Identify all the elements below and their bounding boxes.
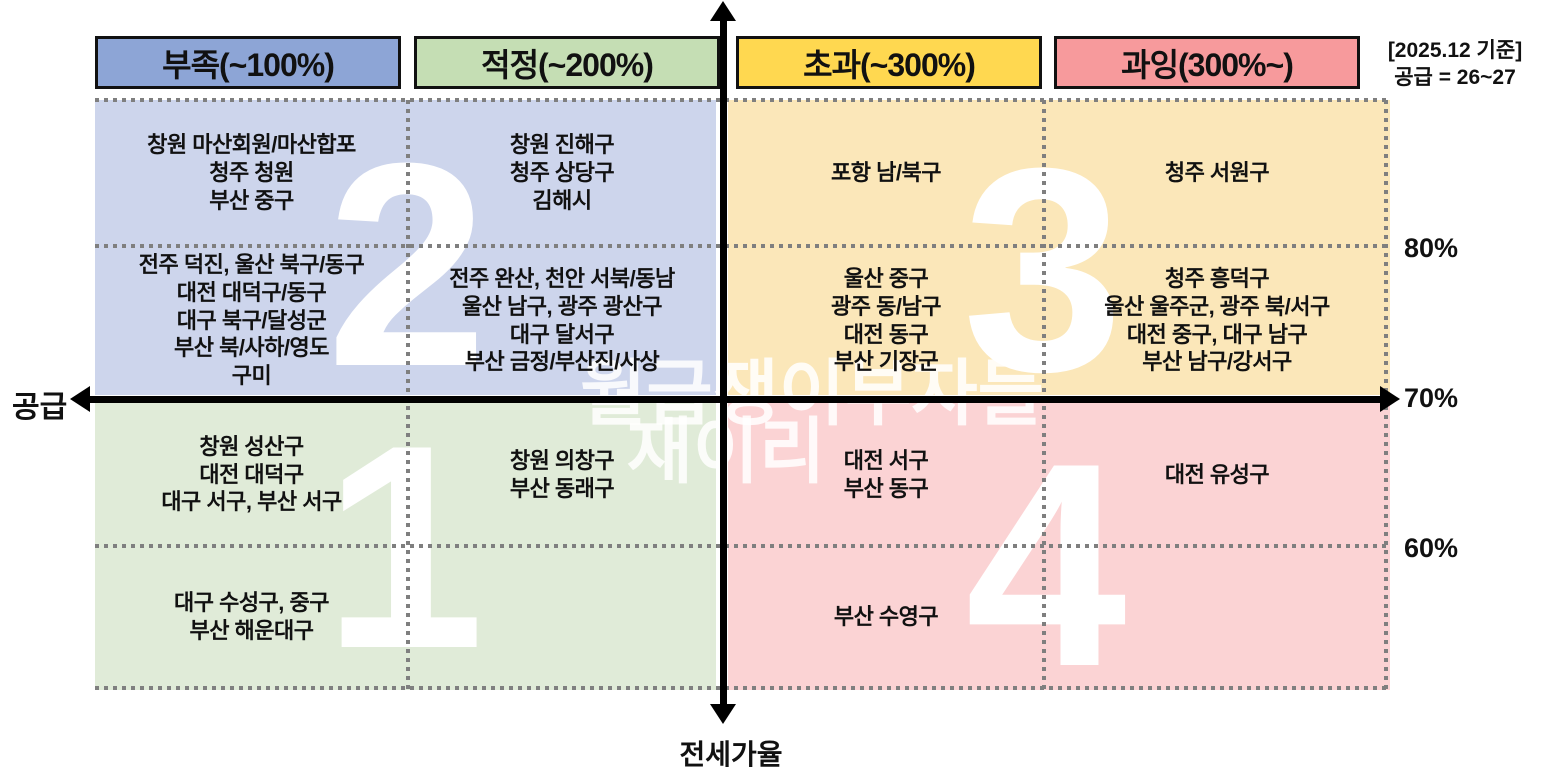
cell-r1c2: 창원 진해구 청주 상당구 김해시 [509,132,615,213]
tick-80-percent: 80% [1404,233,1459,263]
cell-r3c1: 창원 성산구 대전 대덕구 대구 서구, 부산 서구 [161,433,342,515]
cell-r4c1: 대구 수성구, 중구 부산 해운대구 [173,590,330,643]
header-oversupply: 과잉(300%~) [1054,36,1360,89]
supply-axis-line [88,396,1382,403]
axis-arrow-up-icon [710,1,736,21]
cell-r3c3: 대전 서구 부산 동구 [843,447,929,501]
cell-r2c2: 전주 완산, 천안 서북/동남 울산 남구, 광주 광산구 대구 달서구 부산 … [449,265,675,375]
cell-r2c1: 전주 덕진, 울산 북구/동구 대전 대덕구/동구 대구 북구/달성군 부산 북… [138,251,365,389]
divider-col-1-2 [406,100,410,690]
cell-r4c3: 부산 수영구 [833,604,939,630]
gridline-80-percent [95,244,1390,248]
jeonse-ratio-axis-label: 전세가율 [679,739,783,769]
cell-r2c3: 울산 중구 광주 동/남구 대전 동구 부산 기장군 [831,265,941,375]
cell-r1c1: 창원 마산회원/마산합포 청주 청원 부산 중구 [147,132,356,213]
cell-r1c4: 청주 서원구 [1164,160,1270,186]
reference-note: [2025.12 기준] 공급 = 26~27 [1366,37,1543,92]
header-excess: 초과(~300%) [736,36,1042,89]
tick-60-percent: 60% [1404,533,1459,563]
tick-70-percent: 70% [1404,383,1459,413]
cell-r1c3: 포항 남/북구 [831,160,941,186]
quadrant-number-4: 4 [965,403,1127,727]
reference-supply-line: 공급 = 26~27 [1394,66,1516,90]
divider-col-3-4 [1042,100,1046,690]
axis-arrow-down-icon [710,704,736,724]
gridline-60-percent [95,544,1390,548]
cell-r2c4: 청주 흥덕구 울산 울주군, 광주 북/서구 대전 중구, 대구 남구 부산 남… [1104,265,1330,375]
watermark-line1: 월급쟁이부자들 [580,354,1044,435]
supply-axis-label: 공급 [12,391,68,424]
header-adequate: 적정(~200%) [414,36,720,89]
cell-r3c2: 창원 의창구 부산 동래구 [509,447,615,501]
header-shortage: 부족(~100%) [95,36,401,89]
gridline-top-edge [95,98,1390,102]
reference-date-line: [2025.12 기준] [1387,39,1523,62]
axis-arrow-right-icon [1380,386,1400,412]
cell-r3c4: 대전 유성구 [1164,461,1270,487]
axis-arrow-left-icon [70,386,90,412]
jeonse-axis-line [720,14,727,708]
gridline-bottom-edge [95,686,1390,690]
